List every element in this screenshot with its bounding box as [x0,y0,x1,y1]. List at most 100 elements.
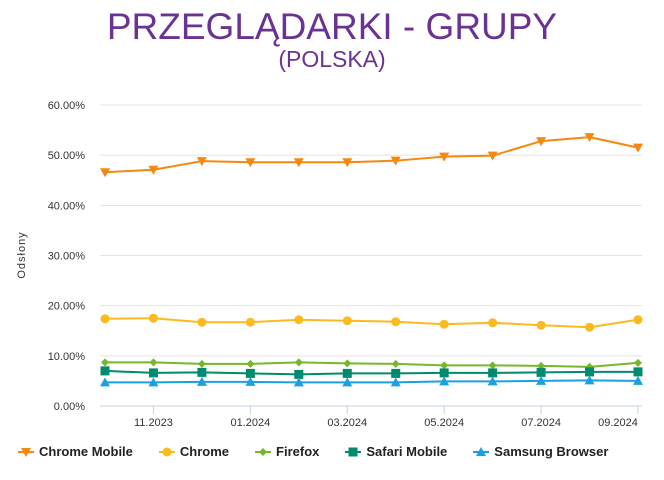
legend-marker [348,447,358,456]
data-point [294,369,304,379]
data-point [536,375,547,385]
y-tick-label: 40.00% [48,200,86,212]
data-point [245,376,256,386]
data-point [584,133,595,143]
legend-label: Chrome Mobile [39,444,133,459]
data-point [148,377,159,387]
y-tick-label: 10.00% [48,351,86,363]
data-point [439,376,450,386]
legend-marker-icon [158,447,175,456]
data-point [537,361,546,370]
series-line [104,369,638,376]
x-tick-label: 09.2024 [598,417,638,429]
legend-item[interactable]: Samsung Browser [473,444,608,459]
data-point [342,377,353,387]
series-chrome-mobile [100,133,643,178]
data-point [342,368,352,378]
data-point [294,358,303,367]
data-point [585,367,595,377]
data-point [294,315,304,325]
legend-marker-icon [255,447,272,456]
legend-item[interactable]: Chrome Mobile [18,444,133,459]
legend-marker [162,447,172,456]
data-point [245,317,255,327]
legend-marker-icon [345,447,362,456]
data-point [342,316,352,326]
data-point [197,367,207,377]
data-point [488,361,497,370]
data-point [196,376,207,386]
legend-marker [476,446,487,456]
legend-item[interactable]: Safari Mobile [345,444,447,459]
chart-subtitle: (POLSKA) [278,46,386,72]
legend-marker-icon [18,447,34,457]
series-line [104,136,639,174]
y-tick-label: 50.00% [48,150,86,162]
data-point [488,368,498,378]
data-point [100,377,110,387]
data-point [293,377,304,387]
series-chrome [100,313,643,332]
data-point [536,367,546,377]
y-tick-label: 30.00% [48,251,86,263]
legend-marker [21,447,31,457]
legend-marker-icon [473,446,490,456]
data-point [246,359,255,368]
data-point [487,376,498,386]
data-point [633,143,643,153]
chart-title: PRZEGLĄDARKI - GRUPY [106,6,558,47]
data-point [100,314,110,324]
data-point [633,315,643,325]
series-line [104,317,639,329]
x-tick-label: 07.2024 [521,417,561,429]
line-chart: 0.00% 10.00% 20.00% 30.00% 40.00% 50.00% 60.00… [16,100,643,429]
data-point [149,358,158,367]
data-point [293,158,304,168]
y-tick-label: 0.00% [54,401,85,413]
data-point [342,158,353,168]
data-point [148,368,158,378]
data-point [197,317,207,327]
series-samsung-browser [100,375,643,387]
legend-marker [259,447,268,456]
data-point [634,358,642,367]
y-tick-label: 60.00% [48,100,86,112]
series-firefox [101,358,642,371]
data-point [390,377,401,387]
data-point [196,157,207,167]
data-point [439,319,449,329]
legend-label: Samsung Browser [494,444,609,459]
data-point [440,361,449,370]
data-point [487,151,498,161]
data-point [245,368,255,378]
x-tick-label: 11.2023 [134,417,173,429]
data-point [439,368,449,378]
legend: Chrome Mobile Chrome Firefox Safari Mobile S… [18,444,634,459]
data-point [390,156,401,166]
data-point [101,358,109,367]
data-point [439,152,450,162]
data-point [584,375,595,385]
series-line [105,361,639,368]
data-point [536,137,547,147]
data-point [633,375,643,385]
data-point [391,317,401,327]
legend-label: Safari Mobile [366,444,448,459]
data-point [343,359,352,368]
data-point [536,320,546,330]
series-line [105,379,639,384]
data-point [148,165,159,175]
data-point [197,359,206,368]
legend-item[interactable]: Firefox [255,444,319,459]
legend-label: Firefox [276,444,320,459]
data-point [585,322,595,332]
data-point [633,367,643,377]
legend-item[interactable]: Chrome [158,444,229,459]
x-tick-label: 01.2024 [230,417,270,429]
data-point [391,368,401,378]
data-point [391,359,400,368]
series-safari-mobile [100,366,643,379]
x-tick-label: 05.2024 [424,417,464,429]
data-point [100,366,110,376]
data-point [148,313,158,323]
